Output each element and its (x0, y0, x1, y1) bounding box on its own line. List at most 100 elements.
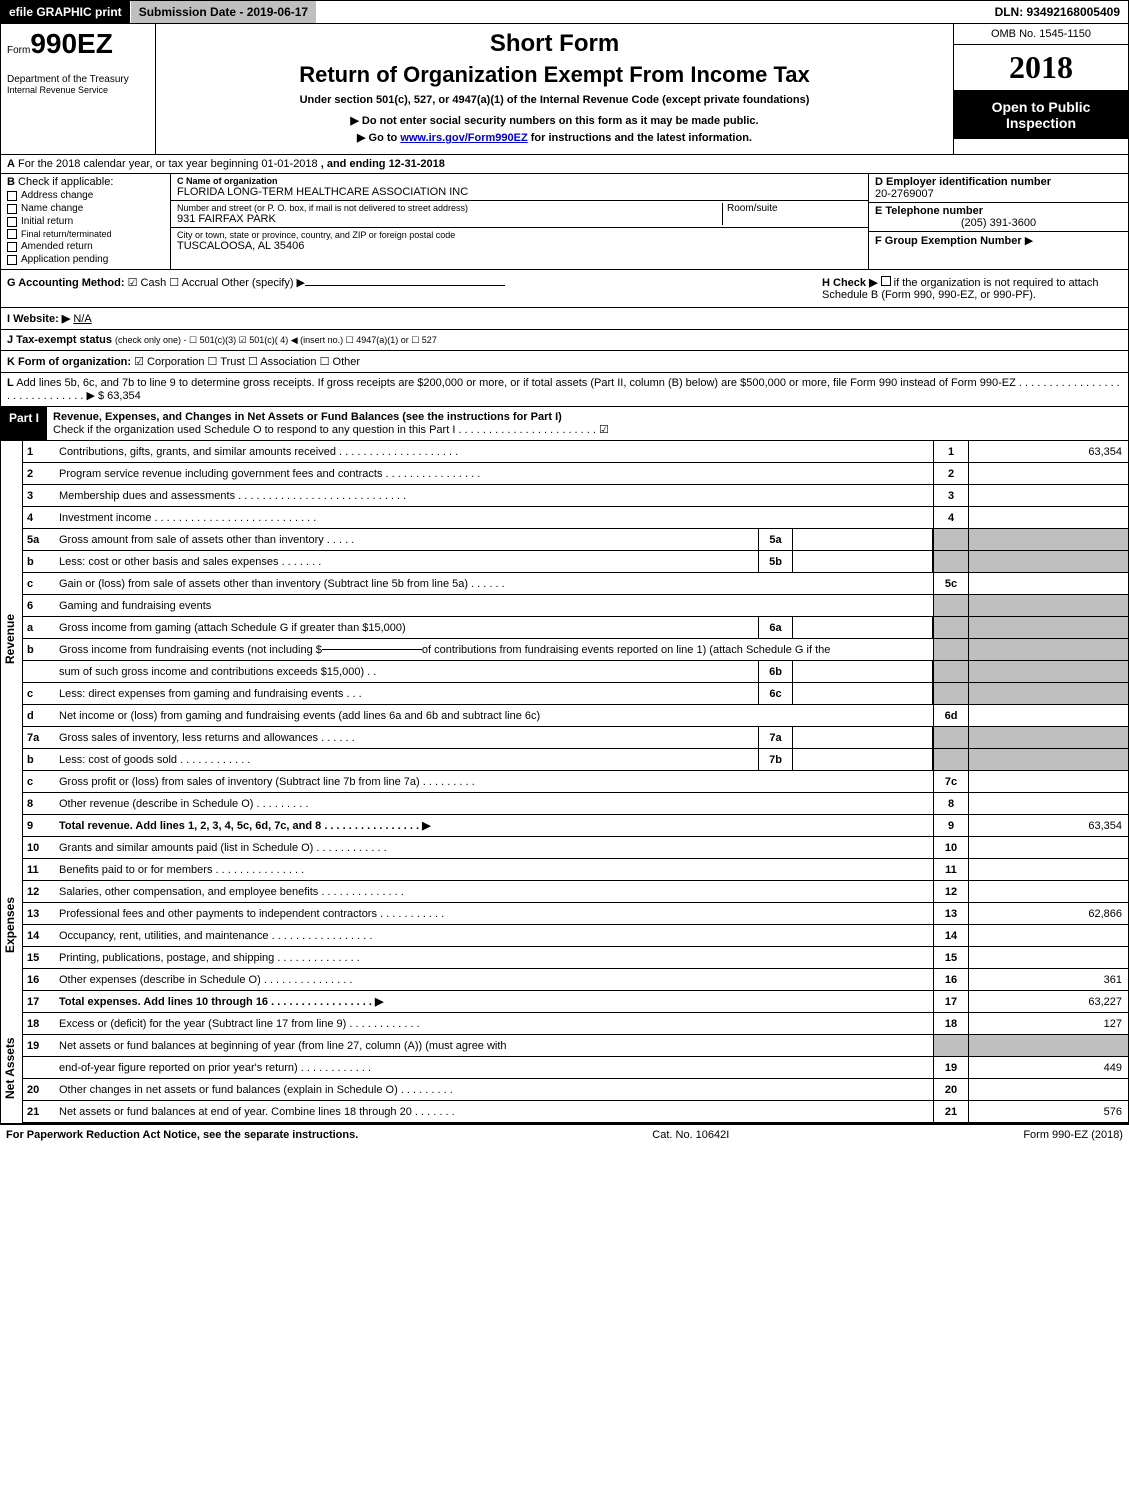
amount-input[interactable] (322, 649, 422, 650)
revenue-side-label: Revenue (0, 441, 22, 837)
right-val (968, 793, 1128, 814)
under-section-text: Under section 501(c), 527, or 4947(a)(1)… (166, 94, 943, 106)
line-6: 6 Gaming and fundraising events (22, 595, 1129, 617)
part1-check-text: Check if the organization used Schedule … (53, 424, 596, 436)
j-label: J Tax-exempt status (7, 334, 112, 346)
line-num: 1 (23, 441, 55, 462)
checkbox-h-icon[interactable] (881, 276, 891, 286)
right-num: 7c (933, 771, 968, 792)
line-num: 13 (23, 903, 55, 924)
other-input[interactable] (305, 285, 505, 286)
row-a-label: A (7, 158, 15, 170)
line-num: 5a (23, 529, 55, 550)
right-val: 127 (968, 1013, 1128, 1034)
line-desc: Total revenue. Add lines 1, 2, 3, 4, 5c,… (55, 815, 933, 836)
line-num: 8 (23, 793, 55, 814)
group-label: F Group Exemption Number (875, 235, 1022, 247)
mid-num: 5b (758, 551, 793, 572)
mid-val (793, 529, 933, 550)
city-label: City or town, state or province, country… (177, 230, 862, 240)
street-label: Number and street (or P. O. box, if mail… (177, 203, 722, 213)
chk-amended-return[interactable]: Amended return (7, 241, 164, 252)
page-footer: For Paperwork Reduction Act Notice, see … (0, 1123, 1129, 1145)
mid-num: 6b (758, 661, 793, 682)
right-val (968, 947, 1128, 968)
line-9: 9 Total revenue. Add lines 1, 2, 3, 4, 5… (22, 815, 1129, 837)
line-num (23, 1057, 55, 1078)
line-3: 3 Membership dues and assessments . . . … (22, 485, 1129, 507)
line-desc: Salaries, other compensation, and employ… (55, 881, 933, 902)
right-num: 5c (933, 573, 968, 594)
checkbox-icon[interactable] (7, 242, 17, 252)
right-num-shaded (933, 683, 968, 704)
line-4: 4 Investment income . . . . . . . . . . … (22, 507, 1129, 529)
line-num: c (23, 573, 55, 594)
right-num: 3 (933, 485, 968, 506)
right-num-shaded (933, 749, 968, 770)
dept-treasury: Department of the Treasury (7, 74, 149, 85)
right-num: 15 (933, 947, 968, 968)
right-val (968, 925, 1128, 946)
chk-application-pending[interactable]: Application pending (7, 254, 164, 265)
right-val (968, 771, 1128, 792)
l-text: Add lines 5b, 6c, and 7b to line 9 to de… (7, 377, 1120, 402)
col-b: B Check if applicable: Address change Na… (1, 174, 171, 269)
chk-label: Name change (21, 203, 83, 214)
line-desc: Contributions, gifts, grants, and simila… (55, 441, 933, 462)
line-15: 15 Printing, publications, postage, and … (22, 947, 1129, 969)
open-public-line1: Open to Public (958, 99, 1124, 115)
chk-final-return[interactable]: Final return/terminated (7, 229, 164, 239)
line-num: a (23, 617, 55, 638)
line-12: 12 Salaries, other compensation, and emp… (22, 881, 1129, 903)
line-desc: Net assets or fund balances at beginning… (55, 1035, 933, 1056)
right-val: 361 (968, 969, 1128, 990)
checkbox-icon[interactable] (7, 191, 17, 201)
open-public-badge: Open to Public Inspection (954, 91, 1128, 139)
mid-num: 7b (758, 749, 793, 770)
right-val-shaded (968, 1035, 1128, 1056)
line-desc: Other revenue (describe in Schedule O) .… (55, 793, 933, 814)
right-num-shaded (933, 661, 968, 682)
irs-link[interactable]: www.irs.gov/Form990EZ (400, 132, 527, 144)
line-desc: Less: cost or other basis and sales expe… (55, 551, 758, 572)
chk-address-change[interactable]: Address change (7, 190, 164, 201)
right-val-shaded (968, 727, 1128, 748)
goto-prefix: ▶ Go to (357, 132, 400, 144)
right-num: 1 (933, 441, 968, 462)
right-num-shaded (933, 727, 968, 748)
irs-label: Internal Revenue Service (7, 85, 149, 95)
org-name-label: C Name of organization (177, 176, 862, 186)
street-value: 931 FAIRFAX PARK (177, 213, 722, 225)
chk-name-change[interactable]: Name change (7, 203, 164, 214)
checkbox-accrual-icon[interactable]: ☐ (169, 277, 179, 289)
line-19-1: 19 Net assets or fund balances at beginn… (22, 1035, 1129, 1057)
checkbox-cash-icon[interactable]: ☑ (128, 277, 138, 289)
g-cash: Cash (141, 277, 167, 289)
line-desc: Printing, publications, postage, and shi… (55, 947, 933, 968)
right-val: 63,227 (968, 991, 1128, 1012)
row-j-tax-status: J Tax-exempt status (check only one) - ☐… (0, 330, 1129, 351)
group-exemption-row: F Group Exemption Number ▶ (869, 232, 1128, 249)
line-num: 21 (23, 1101, 55, 1122)
right-val: 63,354 (968, 441, 1128, 462)
right-val (968, 859, 1128, 880)
part1-title: Revenue, Expenses, and Changes in Net As… (53, 411, 562, 423)
line-desc: Gain or (loss) from sale of assets other… (55, 573, 933, 594)
checkbox-icon[interactable] (7, 255, 17, 265)
line-num: c (23, 683, 55, 704)
checkbox-icon[interactable] (7, 204, 17, 214)
schedule-o-check-icon[interactable]: ☑ (599, 424, 609, 436)
efile-button[interactable]: efile GRAPHIC print (1, 1, 131, 23)
line-desc: Less: cost of goods sold . . . . . . . .… (55, 749, 758, 770)
footer-mid: Cat. No. 10642I (652, 1129, 729, 1141)
right-val: 449 (968, 1057, 1128, 1078)
line-desc: Gross sales of inventory, less returns a… (55, 727, 758, 748)
checkbox-icon[interactable] (7, 217, 17, 227)
right-num-shaded (933, 617, 968, 638)
line-14: 14 Occupancy, rent, utilities, and maint… (22, 925, 1129, 947)
right-num: 16 (933, 969, 968, 990)
checkbox-icon[interactable] (7, 229, 17, 239)
right-num-shaded (933, 529, 968, 550)
row-a: A For the 2018 calendar year, or tax yea… (0, 155, 1129, 174)
chk-initial-return[interactable]: Initial return (7, 216, 164, 227)
